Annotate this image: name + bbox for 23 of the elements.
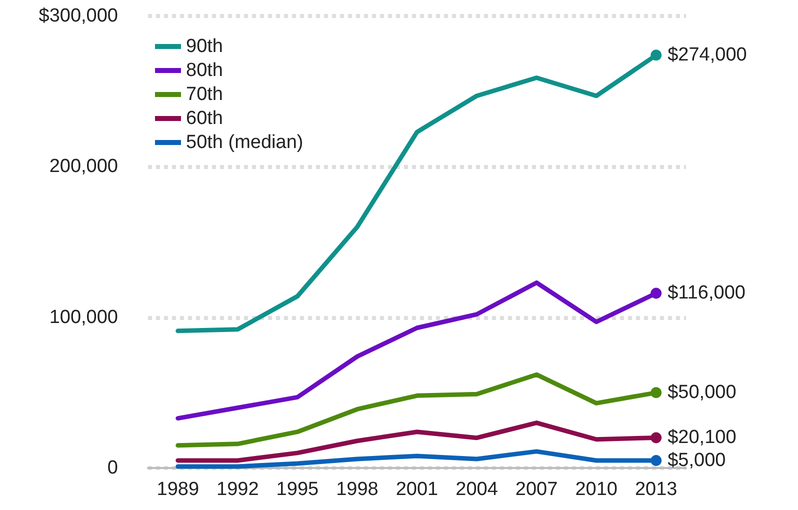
data-label: $50,000 xyxy=(668,382,736,404)
legend-label: 80th xyxy=(186,60,223,81)
y-tick-label: 100,000 xyxy=(49,306,118,328)
y-tick-label: 0 xyxy=(107,458,118,478)
legend-label: 60th xyxy=(186,108,223,129)
x-tick-label: 1992 xyxy=(216,479,259,500)
x-tick-label: 2004 xyxy=(456,479,498,500)
x-tick-label: 2001 xyxy=(396,479,438,500)
x-tick-label: 1998 xyxy=(336,479,378,500)
legend-label: 50th (median) xyxy=(186,132,304,153)
x-tick-label: 2013 xyxy=(634,479,678,500)
data-label: $5,000 xyxy=(668,450,726,471)
data-label: $20,100 xyxy=(668,427,736,448)
x-tick-label: 2007 xyxy=(515,479,558,500)
legend-label: 90th xyxy=(186,36,223,57)
x-tick-label: 1995 xyxy=(276,479,319,500)
x-tick-label: 2010 xyxy=(575,479,618,500)
data-label: $274,000 xyxy=(668,44,747,66)
x-tick-label: 1989 xyxy=(156,479,200,500)
y-tick-label: $300,000 xyxy=(38,6,118,26)
y-tick-label: 200,000 xyxy=(49,156,118,178)
data-label: $116,000 xyxy=(668,282,746,304)
legend-label: 70th xyxy=(186,84,223,105)
